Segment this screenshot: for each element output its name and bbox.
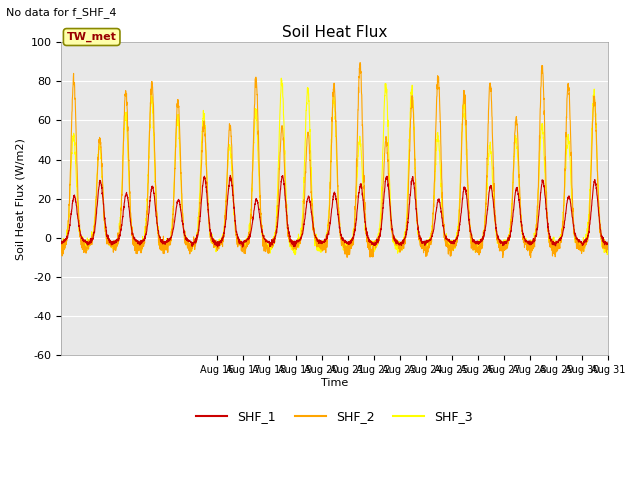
X-axis label: Time: Time: [321, 378, 348, 388]
Text: TW_met: TW_met: [67, 32, 116, 42]
Title: Soil Heat Flux: Soil Heat Flux: [282, 24, 387, 39]
Y-axis label: Soil Heat Flux (W/m2): Soil Heat Flux (W/m2): [15, 138, 25, 260]
Text: No data for f_SHF_4: No data for f_SHF_4: [6, 7, 117, 18]
Legend: SHF_1, SHF_2, SHF_3: SHF_1, SHF_2, SHF_3: [191, 405, 478, 428]
